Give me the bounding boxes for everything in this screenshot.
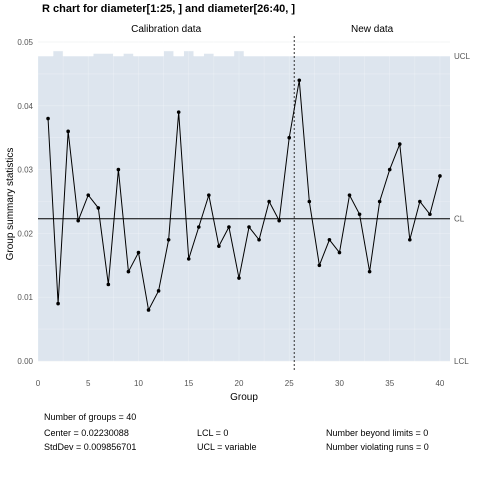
data-point (418, 199, 422, 204)
ucl-label: UCL (454, 52, 471, 61)
data-point (438, 174, 442, 178)
data-point (126, 269, 131, 274)
data-point (247, 225, 251, 229)
y-axis-label: Group summary statistics (5, 148, 16, 261)
stat-lcl: LCL = 0 (197, 428, 229, 438)
x-tick-label: 30 (335, 379, 344, 388)
x-tick-label: 20 (235, 379, 244, 388)
data-point (86, 193, 91, 197)
data-point (357, 212, 362, 217)
x-tick-label: 10 (134, 379, 143, 388)
y-tick-label: 0.04 (17, 102, 33, 111)
data-point (257, 237, 261, 242)
data-point (307, 199, 312, 204)
data-point (166, 237, 171, 242)
data-point (337, 250, 342, 255)
y-tick-label: 0.03 (17, 166, 33, 175)
section-label-new-data: New data (351, 24, 394, 35)
data-point (267, 199, 271, 204)
data-point (408, 237, 412, 242)
chart-title: R chart for diameter[1:25, ] and diamete… (42, 3, 296, 15)
data-point (46, 116, 50, 121)
data-point (207, 193, 211, 197)
data-point (56, 301, 60, 306)
section-label-calibration: Calibration data (131, 24, 201, 35)
data-point (428, 212, 432, 217)
x-tick-labels: 0 5 10 15 20 25 30 35 40 (36, 379, 445, 388)
x-tick-label: 25 (285, 379, 294, 388)
stat-center: Center = 0.02230088 (44, 428, 129, 438)
data-point (76, 218, 80, 223)
x-tick-label: 0 (36, 379, 41, 388)
data-point (277, 218, 281, 223)
data-point (327, 237, 332, 242)
stat-beyond-limits: Number beyond limits = 0 (326, 428, 429, 438)
data-point (196, 225, 201, 229)
data-point (176, 110, 181, 114)
control-limit-band (38, 50, 450, 361)
data-point (217, 244, 221, 248)
data-point (317, 263, 322, 268)
x-tick-label: 15 (184, 379, 193, 388)
x-grid-over (37, 36, 450, 372)
points-layer (46, 78, 442, 312)
x-axis-label: Group (230, 392, 258, 403)
ucl-line (38, 50, 450, 57)
data-point (237, 276, 241, 280)
data-point (377, 199, 382, 204)
data-point (387, 167, 392, 172)
x-tick-label: 5 (86, 379, 91, 388)
y-tick-label: 0.05 (17, 38, 33, 47)
data-point (136, 250, 141, 255)
data-point (66, 129, 70, 134)
stat-ucl: UCL = variable (197, 442, 257, 452)
data-point (227, 225, 231, 229)
lcl-label: LCL (454, 357, 469, 366)
stat-stddev: StdDev = 0.009856701 (44, 442, 137, 452)
y-tick-label: 0.00 (17, 357, 33, 366)
stat-groups: Number of groups = 40 (44, 412, 137, 422)
data-point (146, 308, 151, 312)
data-point (116, 167, 121, 172)
stat-violating-runs: Number violating runs = 0 (326, 442, 429, 452)
data-point (347, 193, 352, 197)
y-tick-label: 0.01 (17, 293, 33, 302)
y-tick-labels: 0.00 0.01 0.02 0.03 0.04 0.05 (17, 38, 33, 366)
data-point (106, 282, 111, 287)
data-point (397, 142, 402, 146)
x-tick-label: 35 (385, 379, 394, 388)
data-point (96, 206, 101, 210)
x-tick-label: 40 (435, 379, 444, 388)
data-point (186, 257, 191, 261)
data-point (367, 269, 372, 274)
data-point (156, 289, 161, 293)
data-line (47, 80, 441, 312)
data-point (297, 78, 302, 83)
y-tick-label: 0.02 (17, 229, 33, 238)
data-point (287, 135, 292, 140)
cl-label: CL (454, 215, 465, 224)
